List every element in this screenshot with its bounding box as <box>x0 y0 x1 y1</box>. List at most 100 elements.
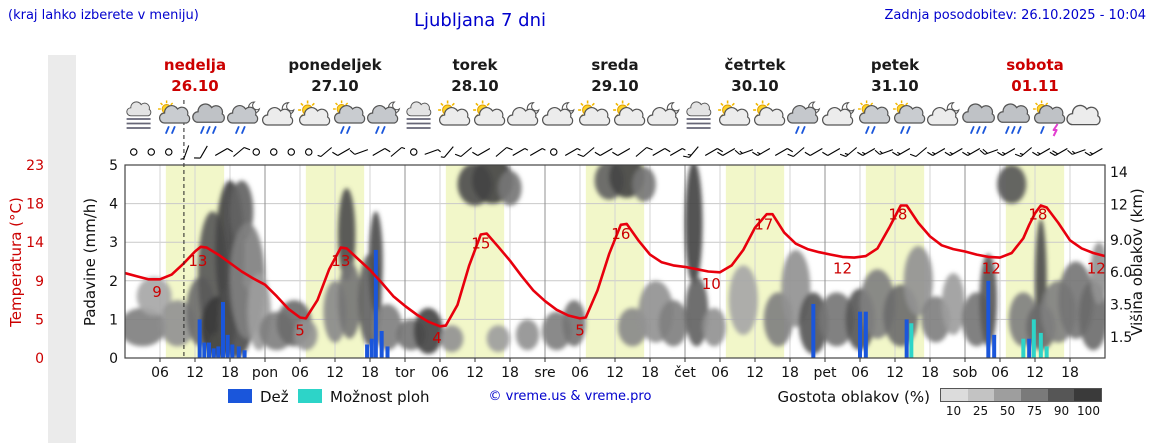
density-tick-labels: 10 25 50 75 90 100 <box>940 404 1102 418</box>
copyright-link[interactable]: © vreme.us & vreme.pro <box>488 389 652 404</box>
temperature-label: 5 <box>295 321 305 339</box>
x-tick-label: čet <box>674 365 696 381</box>
wind-barb-icon <box>1084 148 1103 156</box>
x-tick-label: pet <box>814 365 838 381</box>
sun-cloud-icon <box>718 100 751 126</box>
temp-tick-label: 23 <box>26 158 44 174</box>
wind-barb-icon <box>495 146 513 157</box>
wind-barb-icon <box>1067 149 1086 155</box>
density-scale-segment <box>994 389 1022 401</box>
x-tick-label: 06 <box>151 365 169 381</box>
wind-barb-icon <box>839 147 858 158</box>
rain-icon <box>962 103 995 134</box>
temperature-label: 4 <box>432 329 442 347</box>
rain-bar <box>221 302 225 358</box>
temperature-label: 12 <box>1087 260 1106 278</box>
rain-bar <box>207 342 211 358</box>
x-tick-label: 12 <box>606 365 624 381</box>
temperature-label: 15 <box>471 235 490 253</box>
wind-barb-icon <box>927 148 946 156</box>
rain-bar <box>242 350 247 358</box>
density-scale-segment <box>1074 389 1102 401</box>
rain-bar <box>225 334 230 358</box>
rain-bar <box>230 344 235 358</box>
calm-wind-icon <box>147 148 156 156</box>
moon-cloud-icon <box>927 102 960 126</box>
moon-rain-icon <box>227 101 261 134</box>
x-tick-label: 12 <box>1026 365 1044 381</box>
rain-bar <box>1027 338 1032 358</box>
x-tick-label: 06 <box>851 365 869 381</box>
wind-barb-icon <box>214 148 233 156</box>
temp-tick-label: 5 <box>35 312 44 328</box>
wind-barb-icon <box>1049 148 1068 156</box>
calm-wind-icon <box>409 148 418 156</box>
x-tick-label: 18 <box>781 365 799 381</box>
shower-bar <box>1038 332 1043 358</box>
sun-cloud-icon <box>578 100 611 126</box>
wind-barb-icon <box>804 148 823 156</box>
sun-cloud-icon <box>753 100 786 126</box>
temperature-label: 13 <box>331 252 350 270</box>
rain-bar <box>365 344 370 358</box>
wind-barb-icon <box>652 148 671 156</box>
x-tick-label: 06 <box>291 365 309 381</box>
weather-icons <box>126 100 1101 137</box>
rain-tick-label: 5 <box>109 158 118 174</box>
cloud-tick-label: 12 <box>1110 197 1128 213</box>
wind-barb-icon <box>233 146 251 157</box>
wind-barb-icon <box>979 148 999 155</box>
rain-icon <box>997 103 1030 134</box>
x-tick-label: 06 <box>571 365 589 381</box>
sun-rain-icon <box>158 100 191 134</box>
calm-wind-icon <box>252 148 261 156</box>
left-margin-strip <box>48 55 76 443</box>
x-tick-label: 12 <box>326 365 344 381</box>
x-tick-label: 18 <box>641 365 659 381</box>
x-tick-label: pon <box>252 365 278 381</box>
wind-barb-icon <box>594 148 613 156</box>
rain-bar <box>811 303 816 358</box>
calm-wind-icon <box>165 148 173 156</box>
calm-wind-icon <box>549 148 558 156</box>
sun-rain-icon <box>333 100 366 134</box>
wind-barb-icon <box>440 146 454 158</box>
wind-barb-icon <box>734 149 754 155</box>
sun-rain-icon <box>858 100 891 134</box>
wind-barb-icon <box>997 148 1016 156</box>
rain-bar <box>236 346 241 358</box>
calm-wind-icon <box>304 148 313 156</box>
rain-tick-label: 0 <box>109 351 118 367</box>
day-header-ponedeljek: ponedeljek 27.10 <box>288 56 382 95</box>
wind-barb-icon <box>704 148 723 156</box>
temperature-label: 5 <box>575 321 585 339</box>
day-header-torek: torek 28.10 <box>451 56 499 95</box>
wind-barb-icon <box>874 149 894 155</box>
day-header-petek: petek 31.10 <box>870 56 920 95</box>
rain-bar <box>197 319 202 358</box>
shower-bars <box>909 319 1049 358</box>
wind-barb-icon <box>529 148 546 156</box>
wind-barb-icon <box>944 148 963 156</box>
wind-barb-icon <box>1014 147 1033 158</box>
x-tick-label: 06 <box>431 365 449 381</box>
rain-bar <box>211 348 216 358</box>
day-header-sobota: sobota 01.11 <box>1006 56 1064 95</box>
rain-icon <box>192 103 225 134</box>
x-tick-label: 18 <box>501 365 519 381</box>
temperature-label: 17 <box>754 215 773 233</box>
rain-legend-swatch <box>228 389 252 403</box>
day-header-sreda: sreda 29.10 <box>591 56 639 95</box>
rain-bars <box>197 249 1032 358</box>
wind-barb-icon <box>683 146 699 158</box>
rain-bar <box>373 249 378 358</box>
rain-bar <box>904 319 909 358</box>
temperature-label: 13 <box>188 252 207 270</box>
sun-storm-icon <box>1033 100 1066 137</box>
density-tick-label: 50 <box>999 404 1016 418</box>
page-title: Ljubljana 7 dni <box>413 10 547 31</box>
temperature-label: 18 <box>888 206 907 224</box>
location-hint: (kraj lahko izberete v meniju) <box>8 8 199 23</box>
wind-barb-icon <box>512 148 529 156</box>
